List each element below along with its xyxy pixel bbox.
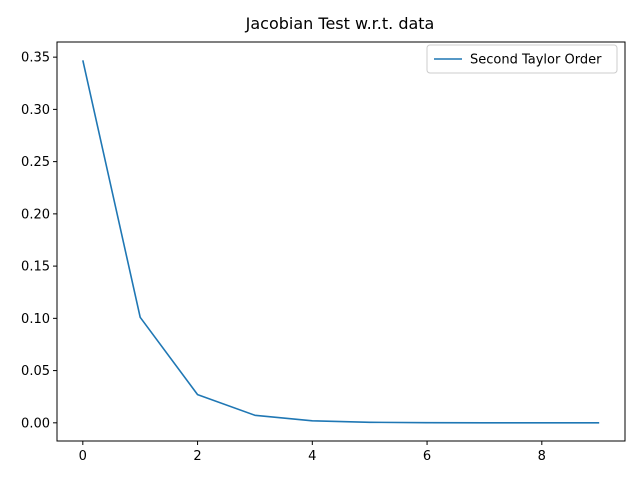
y-tick-label: 0.10	[21, 312, 50, 327]
y-tick-label: 0.15	[21, 260, 50, 275]
plot-frame	[56, 41, 626, 442]
series-line	[82, 60, 600, 424]
legend-box	[426, 44, 618, 74]
legend-label: Second Taylor Order	[470, 53, 602, 68]
x-tick-label: 0	[79, 449, 87, 464]
chart-title: Jacobian Test w.r.t. data	[245, 14, 435, 33]
x-axis: 0 2 4 6 8	[79, 441, 546, 464]
plot-area	[56, 41, 626, 442]
x-tick-label: 8	[538, 449, 546, 464]
x-tick-label: 2	[193, 449, 201, 464]
y-tick-label: 0.20	[21, 207, 50, 222]
y-tick-label: 0.00	[21, 416, 50, 431]
x-tick-label: 4	[308, 449, 316, 464]
y-axis: 0.00 0.05 0.10 0.15 0.20 0.25 0.30 0.35	[21, 51, 57, 431]
legend: Second Taylor Order	[426, 44, 618, 74]
y-tick-label: 0.25	[21, 155, 50, 170]
y-tick-label: 0.05	[21, 364, 50, 379]
y-tick-label: 0.30	[21, 103, 50, 118]
x-tick-label: 6	[423, 449, 431, 464]
y-tick-label: 0.35	[21, 51, 50, 66]
series-layer	[82, 60, 600, 424]
